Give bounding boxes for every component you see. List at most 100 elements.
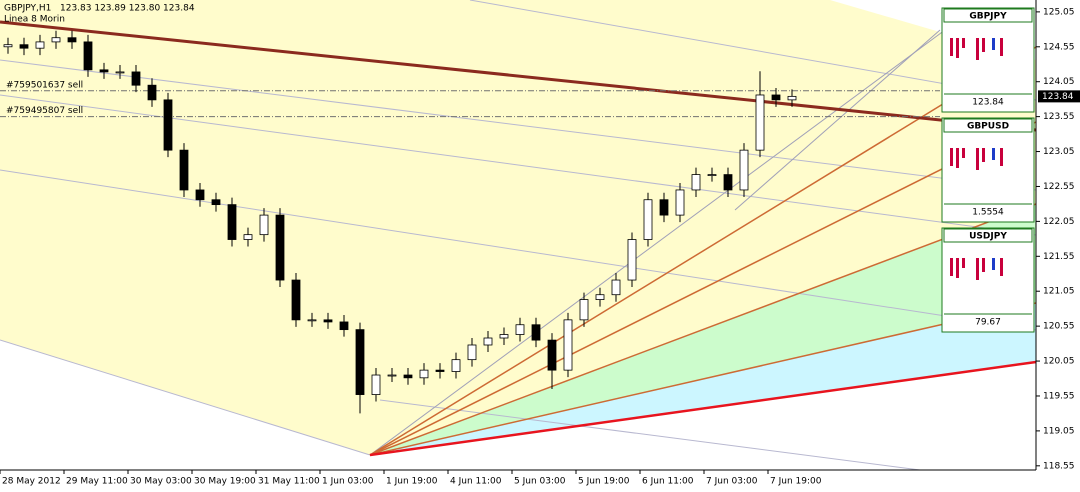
mini-bar <box>1000 148 1003 166</box>
candle-body <box>195 189 205 201</box>
candle-body <box>371 374 381 395</box>
candle-body <box>19 44 29 49</box>
mini-bar <box>956 38 959 58</box>
x-tick-label: 5 Jun 03:00 <box>514 477 566 487</box>
x-tick-label: 1 Jun 19:00 <box>386 477 438 487</box>
candle-body <box>515 324 525 335</box>
candle-body <box>643 199 653 240</box>
candle-body <box>595 294 605 300</box>
mini-bar <box>950 148 953 166</box>
panel-price: 79.67 <box>975 318 1001 328</box>
candle-body <box>755 94 765 151</box>
mini-bar <box>956 258 959 278</box>
x-tick-label: 7 Jun 03:00 <box>706 477 758 487</box>
candle-body <box>563 319 573 371</box>
candle-body <box>147 84 157 101</box>
candle-body <box>579 299 589 321</box>
candle-body <box>275 214 285 281</box>
candle-body <box>483 337 493 346</box>
candle-body <box>387 374 397 377</box>
mini-bar <box>956 148 959 168</box>
candle-body <box>3 44 13 48</box>
y-tick-label: 123.55 <box>1043 112 1075 122</box>
fan-line <box>734 29 941 211</box>
candle-body <box>163 99 173 151</box>
mini-bar <box>962 148 965 158</box>
x-tick-label: 28 May 2012 <box>2 477 61 487</box>
candle-body <box>723 174 733 191</box>
fan-line <box>369 29 946 456</box>
panel-header <box>943 228 1033 243</box>
y-tick-label: 124.05 <box>1043 77 1075 87</box>
mini-bar <box>992 148 995 160</box>
y-tick-label: 118.55 <box>1043 461 1075 471</box>
candle-body <box>467 344 477 361</box>
candle-body <box>355 329 365 395</box>
y-tick-label: 119.55 <box>1043 391 1075 401</box>
blank-area <box>0 340 1036 470</box>
candle-body <box>419 369 429 379</box>
mini-bar <box>992 38 995 50</box>
panel-frame <box>941 227 1035 333</box>
candle-body <box>243 234 253 240</box>
candle-body <box>35 41 45 49</box>
channel-line <box>0 169 1037 331</box>
panel-header <box>943 118 1033 133</box>
mini-bar <box>982 258 985 272</box>
x-tick-label: 4 Jun 11:00 <box>450 477 502 487</box>
candle-body <box>259 214 269 236</box>
panel-header <box>943 8 1033 23</box>
y-tick-label: 125.05 <box>1043 7 1075 17</box>
candle-body <box>67 37 77 43</box>
x-tick-label: 30 May 03:00 <box>130 477 192 487</box>
candle-body <box>659 199 669 216</box>
order-label: #759495807 sell <box>6 106 83 116</box>
candle-body <box>435 369 445 372</box>
candle-body <box>691 174 701 191</box>
candle-body <box>83 41 93 71</box>
y-tick-label: 121.05 <box>1043 287 1075 297</box>
y-tick-label: 122.55 <box>1043 182 1075 192</box>
y-tick-label: 121.55 <box>1043 252 1075 262</box>
y-tick-label: 123.05 <box>1043 147 1075 157</box>
y-tick-label: 124.55 <box>1043 42 1075 52</box>
order-label: #759501637 sell <box>6 80 83 90</box>
drawings <box>0 0 1037 471</box>
x-tick-label: 29 May 11:00 <box>66 477 128 487</box>
panel-price: 1.5554 <box>972 208 1004 218</box>
panel-frame <box>941 7 1035 113</box>
fan-line <box>369 121 1037 456</box>
candle-body <box>179 149 189 191</box>
chart-title: GBPJPY,H1 <box>4 4 51 14</box>
panel-price: 123.84 <box>972 98 1004 108</box>
candle-body <box>227 204 237 240</box>
candle-body <box>707 174 717 176</box>
mini-bar <box>976 258 979 280</box>
mini-bar <box>950 258 953 276</box>
fan-line <box>369 360 1037 457</box>
candle-body <box>787 95 797 101</box>
mini-bar <box>1000 38 1003 56</box>
mini-bar <box>976 38 979 60</box>
x-tick-label: 1 Jun 03:00 <box>322 477 374 487</box>
candle-body <box>771 94 781 101</box>
trend-line <box>0 20 1037 132</box>
plot: #759501637 sell #759495807 sell <box>0 30 940 414</box>
candle-body <box>531 324 541 341</box>
panel-symbol: GBPUSD <box>967 122 1009 132</box>
x-tick-label: 31 May 11:00 <box>258 477 320 487</box>
x-tick-label: 5 Jun 19:00 <box>578 477 630 487</box>
candle-body <box>131 71 141 86</box>
x-tick-label: 6 Jun 11:00 <box>642 477 694 487</box>
channel-line <box>0 94 1037 236</box>
candle-body <box>323 319 333 323</box>
mini-bar <box>992 258 995 270</box>
mini-bar <box>1000 258 1003 276</box>
mini-bar <box>950 38 953 56</box>
channel-line <box>379 399 921 471</box>
panel-frame <box>941 117 1035 223</box>
candle-body <box>115 71 125 74</box>
panel-symbol: GBPJPY <box>969 12 1007 22</box>
candle-body <box>611 279 621 296</box>
candle-body <box>339 321 349 331</box>
